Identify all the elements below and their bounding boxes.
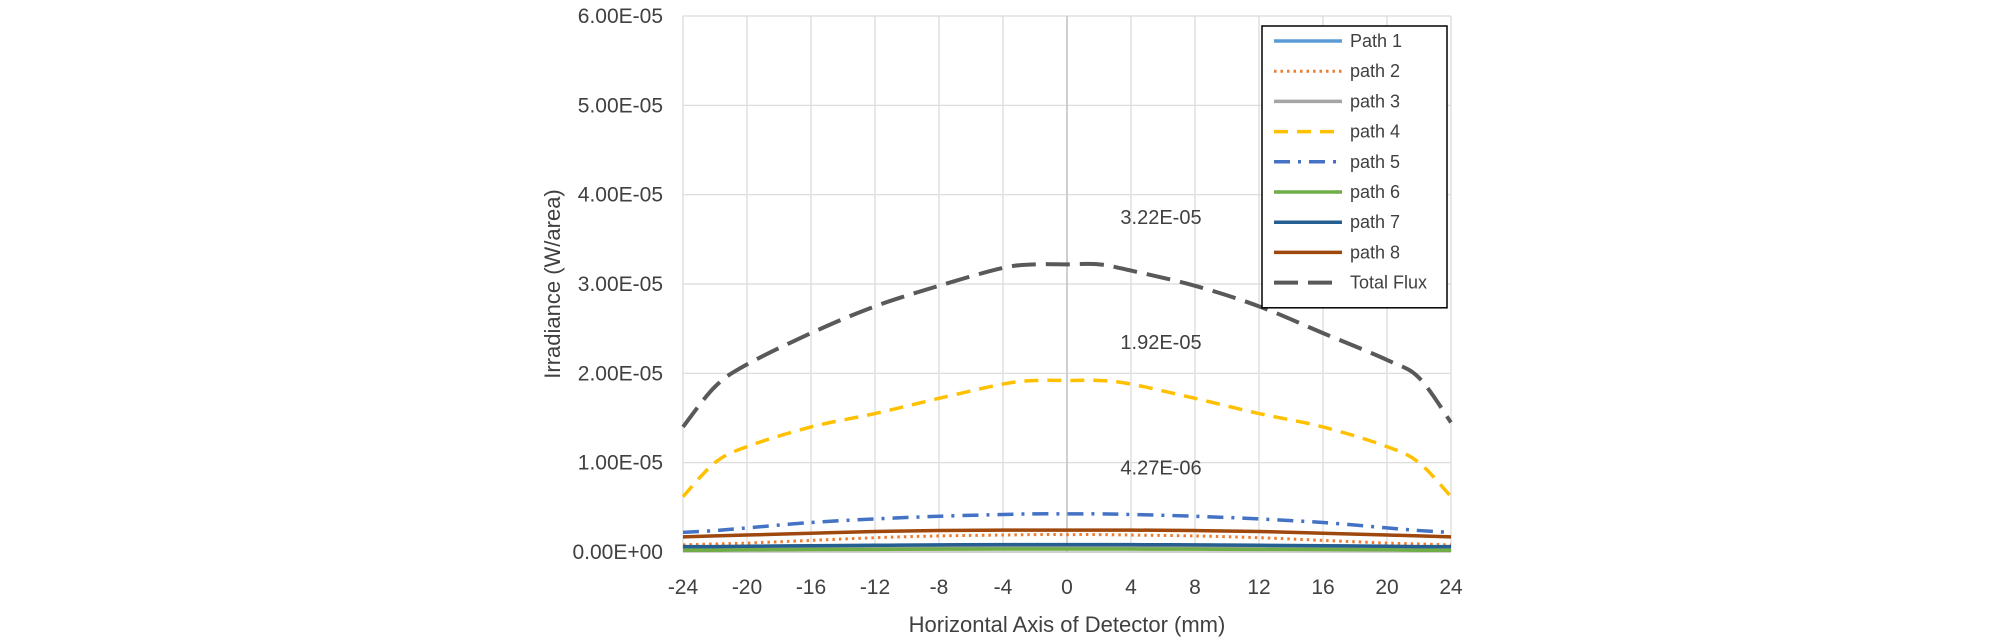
legend-label-path-7: path 7 [1350,212,1400,232]
y-axis-title: Irradiance (W/area) [540,189,565,379]
x-tick-label: 12 [1247,576,1270,599]
y-tick-label: 1.00E-05 [578,452,663,475]
y-tick-label: 4.00E-05 [578,184,663,207]
y-tick-label: 6.00E-05 [578,5,663,28]
legend-label-path-4: path 4 [1350,122,1400,142]
x-tick-label: -16 [796,576,826,599]
y-tick-label: 3.00E-05 [578,273,663,296]
data-annotation: 1.92E-05 [1120,332,1201,354]
series-line-path-6 [682,547,1452,552]
legend: Path 1 path 2 path 3 path 4 path 5 path 6 path… [1261,25,1448,309]
series-line-path-7 [682,542,1452,549]
axes [683,16,1451,553]
x-tick-labels: -24 -20 -16 -12 -8 -4 0 4 8 12 16 20 24 [668,576,1463,599]
legend-label-path-2: path 2 [1350,61,1400,81]
series-line-path-8 [682,528,1452,539]
x-tick-label: 0 [1061,576,1073,599]
x-tick-label: 4 [1125,576,1137,599]
series-line-path-5 [682,512,1452,535]
data-annotation: 4.27E-06 [1120,457,1201,479]
x-tick-label: -20 [732,576,762,599]
legend-label-path-1: Path 1 [1350,31,1402,51]
x-tick-label: 8 [1189,576,1201,599]
legend-label-path-3: path 3 [1350,91,1400,111]
series-line-path-2 [682,533,1452,547]
data-annotation: 3.22E-05 [1120,207,1201,229]
y-tick-label: 2.00E-05 [578,362,663,385]
x-tick-label: 16 [1311,576,1334,599]
x-tick-label: -8 [930,576,949,599]
y-tick-labels: 0.00E+00 1.00E-05 2.00E-05 3.00E-05 4.00E-05… [572,5,663,564]
x-tick-label: -12 [860,576,890,599]
x-tick-label: -4 [994,576,1013,599]
x-tick-label: 24 [1439,576,1463,599]
legend-box [1261,25,1448,309]
x-axis-title: Horizontal Axis of Detector (mm) [909,612,1226,637]
x-tick-label: 20 [1375,576,1398,599]
series-lines [681,261,1453,552]
series-line-total-flux [681,261,1453,429]
y-tick-label: 5.00E-05 [578,94,663,117]
y-tick-label: 0.00E+00 [572,541,663,564]
legend-label-total-flux: Total Flux [1350,273,1427,293]
legend-label-path-6: path 6 [1350,182,1400,202]
legend-label-path-5: path 5 [1350,152,1400,172]
annotations: 3.22E-05 1.92E-05 4.27E-06 [1120,207,1201,479]
legend-label-path-8: path 8 [1350,242,1400,262]
x-tick-label: -24 [668,576,699,599]
